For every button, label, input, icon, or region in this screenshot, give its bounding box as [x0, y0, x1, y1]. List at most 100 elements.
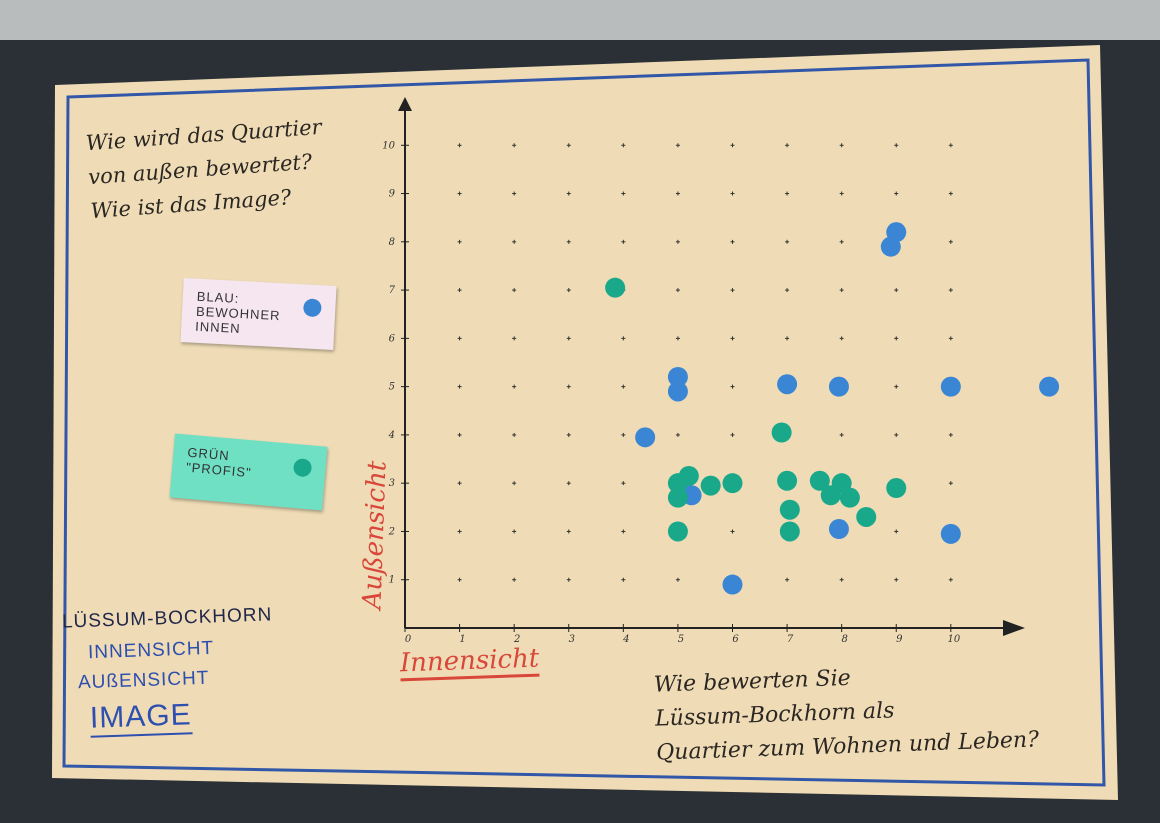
grid-dot	[566, 239, 571, 244]
point	[820, 485, 841, 506]
grid-dot	[785, 288, 790, 293]
point	[771, 422, 792, 443]
bottom-label: IMAGE	[89, 698, 193, 738]
point	[667, 487, 688, 508]
grid-dot	[566, 191, 571, 196]
grid-dot	[894, 384, 899, 389]
grid-dot	[675, 288, 680, 293]
grid-dot	[457, 288, 462, 293]
x-tick-label: 8	[841, 634, 847, 645]
grid-dot	[457, 384, 462, 389]
grid-dot	[894, 288, 899, 293]
grid-dot	[894, 191, 899, 196]
x-axis-label: Innensicht	[399, 643, 540, 682]
point	[605, 277, 626, 298]
point	[828, 376, 849, 397]
point	[722, 574, 743, 595]
legend-label: BLAU: BEWOHNER INNEN	[194, 288, 281, 337]
grid-dot	[839, 577, 844, 582]
grid-dot	[457, 529, 462, 534]
grid-dot	[948, 239, 953, 244]
point	[828, 519, 849, 540]
grid-dot	[512, 191, 517, 196]
grid-dot	[894, 529, 899, 534]
grid-dot	[621, 529, 626, 534]
y-tick-label: 10	[382, 140, 395, 151]
point	[809, 470, 830, 491]
grid-dot	[948, 336, 953, 341]
point	[700, 475, 721, 496]
grid-dot	[457, 239, 462, 244]
grid-dot	[566, 384, 571, 389]
grid-dot	[675, 336, 680, 341]
grid-dot	[512, 336, 517, 341]
point	[886, 478, 907, 499]
grid-dot	[621, 481, 626, 486]
grid-dot	[730, 384, 735, 389]
grid-dot	[457, 191, 462, 196]
grid-dot	[730, 191, 735, 196]
x-tick-label: 9	[896, 634, 903, 645]
point	[667, 473, 688, 494]
x-tick-label: 6	[732, 634, 739, 645]
x-tick-label: 1	[459, 634, 465, 645]
bottom-label: INNENSICHT	[87, 637, 215, 664]
x-tick-label: 5	[678, 634, 684, 645]
grid-dot	[785, 143, 790, 148]
y-tick-label: 5	[389, 382, 395, 393]
grid-dot	[839, 432, 844, 437]
grid-dot	[785, 239, 790, 244]
grid-dot	[839, 191, 844, 196]
legend-swatch	[302, 298, 322, 318]
grid-dot	[730, 239, 735, 244]
grid-dot	[566, 481, 571, 486]
grid-dot	[839, 239, 844, 244]
grid-dot	[566, 432, 571, 437]
y-tick-label: 1	[389, 575, 395, 586]
grid-dot	[948, 191, 953, 196]
point	[777, 374, 798, 395]
point	[880, 236, 901, 257]
point	[779, 499, 800, 520]
grid-dot	[457, 577, 462, 582]
grid-dot	[894, 143, 899, 148]
y-tick-label: 6	[389, 333, 396, 344]
x-tick-label: 2	[513, 634, 520, 645]
paper	[52, 45, 1118, 800]
grid-dot	[512, 384, 517, 389]
x-tick-label: 3	[569, 634, 575, 645]
y-tick-label: 9	[389, 189, 396, 200]
question-bottom: Wie bewerten Sie Lüssum-Bockhorn als Qua…	[653, 665, 1040, 766]
grid-dot	[512, 577, 517, 582]
grid-dot	[457, 143, 462, 148]
grid-dot	[621, 143, 626, 148]
grid-dot	[894, 336, 899, 341]
legend-entry: GRÜN "PROFIS"	[169, 433, 328, 511]
grid-dot	[621, 384, 626, 389]
grid-dot	[730, 432, 735, 437]
point	[940, 523, 961, 544]
bottom-label: AUßENSICHT	[77, 667, 210, 694]
x-tick-label: 7	[787, 634, 794, 645]
grid-dot	[512, 288, 517, 293]
y-tick-label: 7	[389, 285, 396, 296]
grid-dot	[839, 143, 844, 148]
grid-dot	[948, 288, 953, 293]
grid-dot	[730, 288, 735, 293]
point	[839, 487, 860, 508]
grid-dot	[730, 336, 735, 341]
point	[856, 506, 877, 527]
grid-dot	[512, 481, 517, 486]
point	[667, 381, 688, 402]
grid-dot	[512, 239, 517, 244]
grid-dot	[785, 191, 790, 196]
grid-dot	[457, 336, 462, 341]
point	[667, 366, 688, 387]
grid-dot	[512, 529, 517, 534]
top-strip	[0, 0, 1160, 40]
y-tick-label: 4	[388, 430, 395, 441]
x-tick-label: 10	[947, 634, 960, 645]
grid-dot	[675, 143, 680, 148]
